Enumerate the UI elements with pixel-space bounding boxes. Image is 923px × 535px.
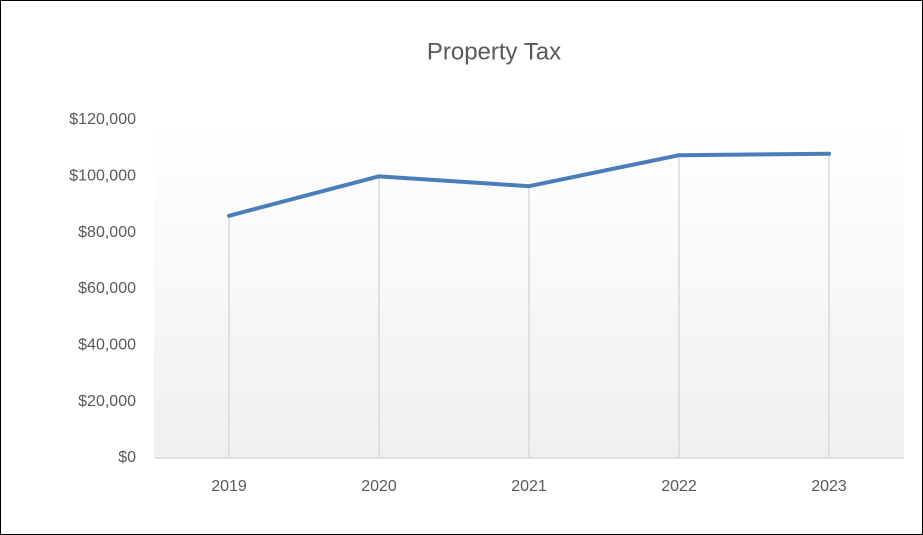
x-tick-label: 2023: [811, 478, 847, 495]
x-tick-label: 2020: [361, 478, 397, 495]
y-tick-label: $100,000: [69, 168, 136, 185]
x-tick-label: 2022: [661, 478, 697, 495]
y-tick-label: $20,000: [78, 393, 136, 410]
y-tick-label: $80,000: [78, 224, 136, 241]
chart-title: Property Tax: [427, 38, 561, 65]
line: [227, 151, 831, 218]
y-tick-label: $120,000: [69, 111, 136, 128]
y-tick-label: $60,000: [78, 280, 136, 297]
y-tick-label: $40,000: [78, 337, 136, 354]
x-tick-label: 2019: [211, 478, 247, 495]
x-tick-label: 2021: [511, 478, 547, 495]
y-tick-label: $0: [118, 449, 136, 466]
